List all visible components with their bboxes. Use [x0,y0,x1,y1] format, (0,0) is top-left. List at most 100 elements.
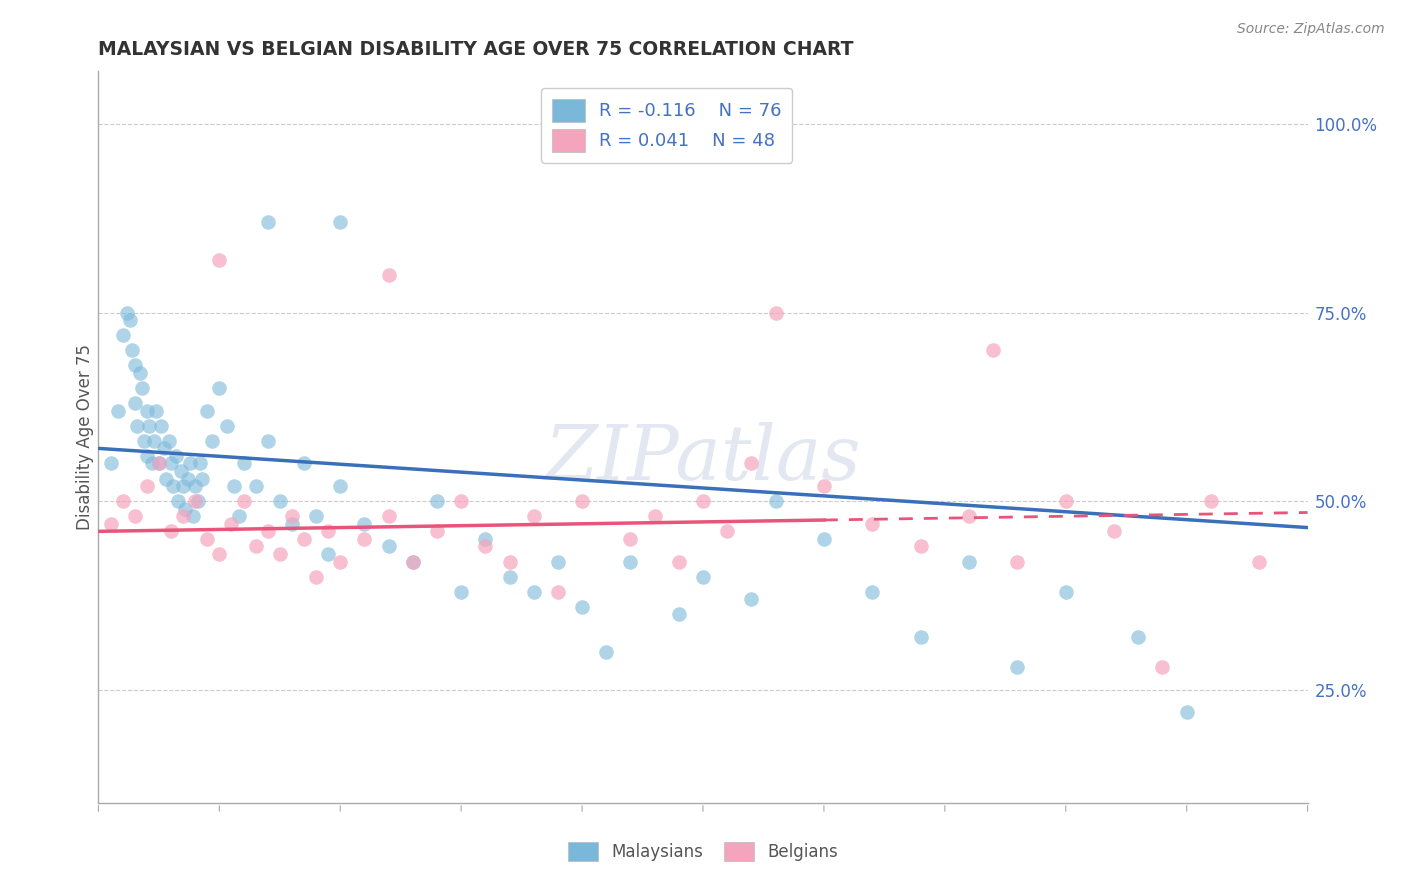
Point [174,501,197,516]
Point [765,494,787,508]
Point [981,343,1004,358]
Point [187,494,209,508]
Point [292,532,315,546]
Point [571,599,593,614]
Point [177,471,200,485]
Point [111,494,134,508]
Point [305,509,328,524]
Point [184,494,207,508]
Point [143,434,166,448]
Point [426,494,449,508]
Point [1054,584,1077,599]
Point [121,343,143,358]
Legend: Malaysians, Belgians: Malaysians, Belgians [561,835,845,868]
Point [402,554,425,568]
Text: Source: ZipAtlas.com: Source: ZipAtlas.com [1237,22,1385,37]
Point [162,479,184,493]
Point [169,464,191,478]
Point [329,554,352,568]
Point [1152,660,1174,674]
Point [498,554,520,568]
Point [152,442,174,456]
Point [135,403,157,417]
Point [377,268,399,282]
Point [131,381,153,395]
Y-axis label: Disability Age Over 75: Disability Age Over 75 [76,344,94,530]
Point [740,457,762,471]
Point [281,509,304,524]
Point [195,532,218,546]
Point [860,516,883,531]
Point [155,471,177,485]
Point [184,479,207,493]
Point [191,471,214,485]
Point [232,457,254,471]
Point [128,366,150,380]
Point [910,630,932,644]
Point [813,532,835,546]
Point [208,381,231,395]
Point [228,509,250,524]
Point [619,554,641,568]
Point [107,403,129,417]
Point [668,607,690,622]
Point [305,569,328,583]
Point [111,328,134,343]
Point [160,457,183,471]
Point [292,457,315,471]
Point [172,479,194,493]
Point [740,592,762,607]
Point [269,494,291,508]
Point [135,479,157,493]
Point [117,306,139,320]
Point [124,509,146,524]
Point [181,509,204,524]
Point [245,540,267,554]
Point [172,509,194,524]
Point [145,403,167,417]
Point [221,516,243,531]
Point [269,547,291,561]
Point [644,509,666,524]
Point [571,494,593,508]
Point [1199,494,1222,508]
Point [208,252,231,267]
Point [474,532,496,546]
Point [165,449,187,463]
Point [127,418,149,433]
Point [1175,706,1198,720]
Point [692,569,714,583]
Point [100,516,122,531]
Point [329,215,352,229]
Point [547,584,569,599]
Point [668,554,690,568]
Point [160,524,183,539]
Point [135,449,157,463]
Text: ZIPatlas: ZIPatlas [544,422,862,496]
Point [141,457,163,471]
Point [450,584,472,599]
Point [179,457,201,471]
Point [316,547,339,561]
Point [547,554,569,568]
Point [1102,524,1125,539]
Text: MALAYSIAN VS BELGIAN DISABILITY AGE OVER 75 CORRELATION CHART: MALAYSIAN VS BELGIAN DISABILITY AGE OVER… [98,39,853,59]
Point [765,306,787,320]
Point [1054,494,1077,508]
Point [595,645,617,659]
Point [910,540,932,554]
Point [100,457,122,471]
Point [474,540,496,554]
Point [208,547,231,561]
Point [353,516,375,531]
Point [860,584,883,599]
Point [256,524,278,539]
Point [232,494,254,508]
Point [124,396,146,410]
Point [118,313,141,327]
Point [1249,554,1271,568]
Point [353,532,375,546]
Point [256,434,278,448]
Point [716,524,738,539]
Point [957,554,980,568]
